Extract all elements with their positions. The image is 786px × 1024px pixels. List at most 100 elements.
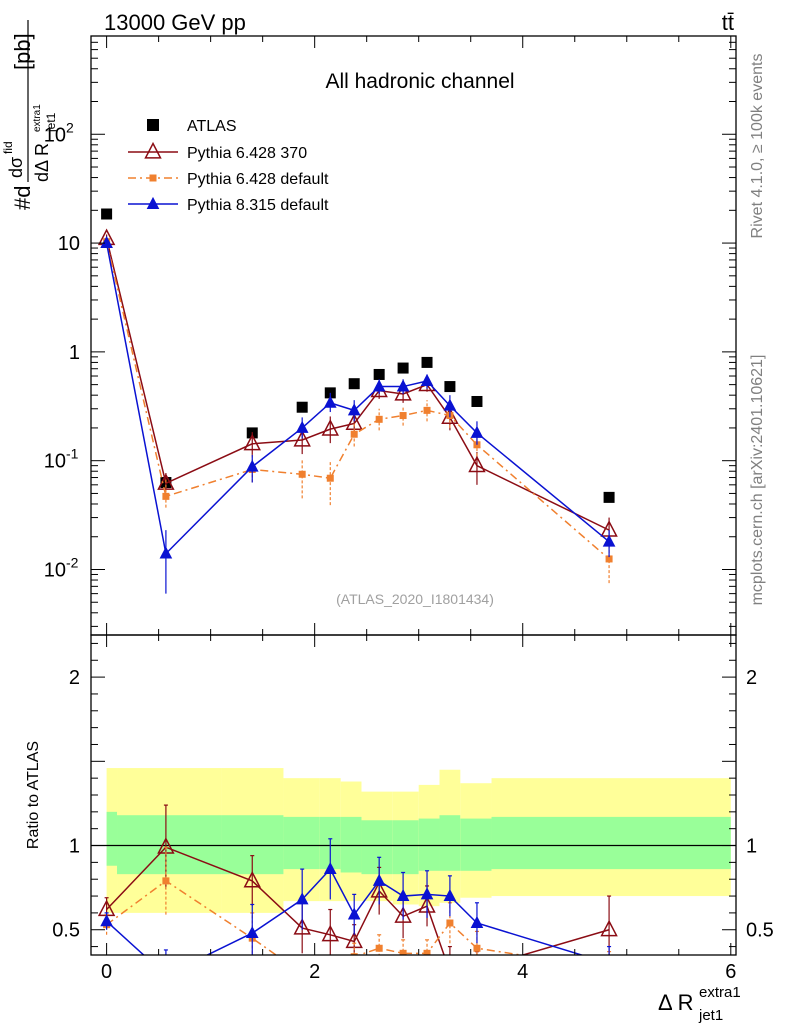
series-2-main-point-2: [245, 459, 259, 472]
series-0-main-point-9: [441, 407, 459, 424]
series-2-ratio-point-6: [372, 873, 386, 886]
atlas-point-7: [397, 362, 409, 374]
series-2-ratio-point-7: [396, 888, 410, 902]
rivet-label: Rivet 4.1.0, ≥ 100k events: [749, 54, 766, 239]
series-1-ratio-point-9: [446, 919, 454, 927]
series-1-main-point-1: [162, 492, 170, 500]
atlas-point-6: [373, 368, 385, 380]
x-tick-label: 6: [725, 961, 736, 983]
series-1-ratio-point-1: [162, 877, 170, 885]
series-1-main-line: [105, 241, 610, 560]
series-2-main-point-10: [470, 425, 484, 438]
inner-band-bin-8: [418, 818, 440, 871]
series-1-ratio-line: [106, 879, 526, 955]
ratio-y-axis-title: Ratio to ATLAS: [25, 741, 42, 849]
process-label: tt̄: [722, 10, 734, 35]
legend-label-3: Pythia 8.315 default: [187, 197, 329, 214]
atlas-point-9: [444, 381, 456, 393]
series-1-ratio-point-3: [299, 970, 306, 977]
x-axis-title-delta: Δ R: [658, 990, 693, 1015]
x-tick-label: 2: [309, 961, 320, 983]
atlas-uncertainty-bands: [106, 768, 731, 913]
atlas-point-0: [101, 208, 113, 220]
atlas-point-3: [296, 401, 308, 413]
series-0-main-point-4: [321, 419, 339, 436]
legend-marker-atlas: [147, 119, 159, 131]
series-2-main-line: [105, 242, 610, 556]
series-0-ratio-point-7: [394, 906, 412, 923]
main-y-tick-label: 10: [58, 233, 80, 255]
inner-band-bin-3: [283, 816, 320, 870]
series-2-main-point-9: [443, 398, 457, 411]
inner-band-bin-5: [340, 816, 362, 873]
series-2-ratio-point-9: [443, 888, 457, 902]
series-0-main-point-7: [394, 383, 412, 401]
x-tick-label: 0: [101, 961, 112, 983]
x-axis-title-subscript: jet1: [698, 1007, 723, 1024]
inner-band-bin-10: [460, 818, 492, 871]
series-2-main-point-1: [159, 546, 173, 559]
ratio-y-tick-label-right: 1: [746, 836, 757, 858]
main-y-tick-label: 10: [44, 451, 66, 473]
series-2-main-point-8: [420, 373, 434, 386]
legend-marker-2: [149, 174, 157, 182]
ratio-y-tick-label-left: 0.5: [52, 920, 80, 942]
main-y-axis-unit: [pb]: [10, 33, 35, 70]
inner-band-bin-9: [439, 815, 461, 871]
legend: ATLAS Pythia 6.428 370 Pythia 6.428 defaul…: [128, 118, 329, 214]
ratio-y-tick-label-right: 0.5: [746, 920, 774, 942]
series-1-main-point-3: [298, 470, 306, 478]
atlas-point-5: [348, 378, 360, 390]
legend-label-2: Pythia 6.428 default: [187, 171, 329, 188]
main-y-axis-numerator: dσ: [6, 157, 26, 178]
series-0-ratio-point-11: [600, 919, 618, 937]
series-2-ratio-point-5: [347, 907, 361, 920]
analysis-label: (ATLAS_2020_I1801434): [336, 591, 494, 607]
atlas-point-11: [603, 491, 615, 503]
series-2-main-point-4: [323, 395, 337, 408]
series-2-main-point-3: [295, 420, 309, 433]
series-0-ratio-point-10: [469, 960, 484, 974]
ratio-y-tick-label-left: 1: [69, 836, 80, 858]
inner-band-bin-6: [361, 820, 393, 875]
series-2-ratio-point-4: [323, 861, 337, 875]
main-y-tick-label: 1: [69, 342, 80, 364]
ratio-y-tick-label-right: 2: [746, 667, 757, 689]
main-y-axis-sup2: extra1: [32, 104, 43, 132]
main-y-tick-exponent: -2: [66, 554, 79, 570]
series-1-main-point-4: [326, 474, 334, 482]
series-0-main-point-2: [243, 433, 261, 451]
series-2-main-point-0: [100, 235, 113, 249]
series-2-ratio-point-11: [603, 956, 616, 968]
inner-band-bin-0: [106, 811, 118, 866]
main-y-tick-label: 10: [44, 124, 66, 146]
series-1-ratio-point-8: [423, 949, 431, 955]
series-0-ratio-point-3: [293, 917, 311, 935]
series-1-main-point-11: [605, 555, 613, 563]
ratio-y-tick-label-left: 2: [69, 667, 80, 689]
mcplots-label: mcplots.cern.ch [arXiv:2401.10621]: [749, 355, 766, 606]
series-1-ratio-point-5: [350, 953, 358, 955]
atlas-point-10: [471, 395, 483, 407]
series-0-main-point-10: [468, 455, 486, 473]
main-y-axis-title: #d dσ fid dΔ R jet1 extra1 [pb]: [1, 20, 58, 210]
series-2-main-point-5: [347, 403, 361, 416]
series-1-ratio-point-7: [399, 949, 407, 955]
series-1-ratio-point-4: [327, 984, 334, 991]
series-1-ratio-point-11: [606, 965, 613, 972]
series-0-ratio-point-9: [442, 963, 457, 977]
legend-label-1: Pythia 6.428 370: [187, 145, 307, 162]
main-y-tick-exponent: -1: [66, 446, 79, 462]
series-2-ratio-point-0: [100, 914, 113, 927]
series-0-ratio-line: [106, 846, 610, 955]
x-tick-label: 4: [517, 961, 528, 983]
energy-label: 13000 GeV pp: [104, 10, 246, 35]
series-2-ratio-point-8: [420, 887, 434, 900]
series-2-main-point-6: [372, 379, 386, 392]
series-2-ratio-point-3: [295, 892, 309, 905]
legend-marker-3: [146, 196, 160, 209]
series-0-ratio-point-2: [243, 870, 261, 888]
ratio-panel-series: [97, 804, 618, 991]
